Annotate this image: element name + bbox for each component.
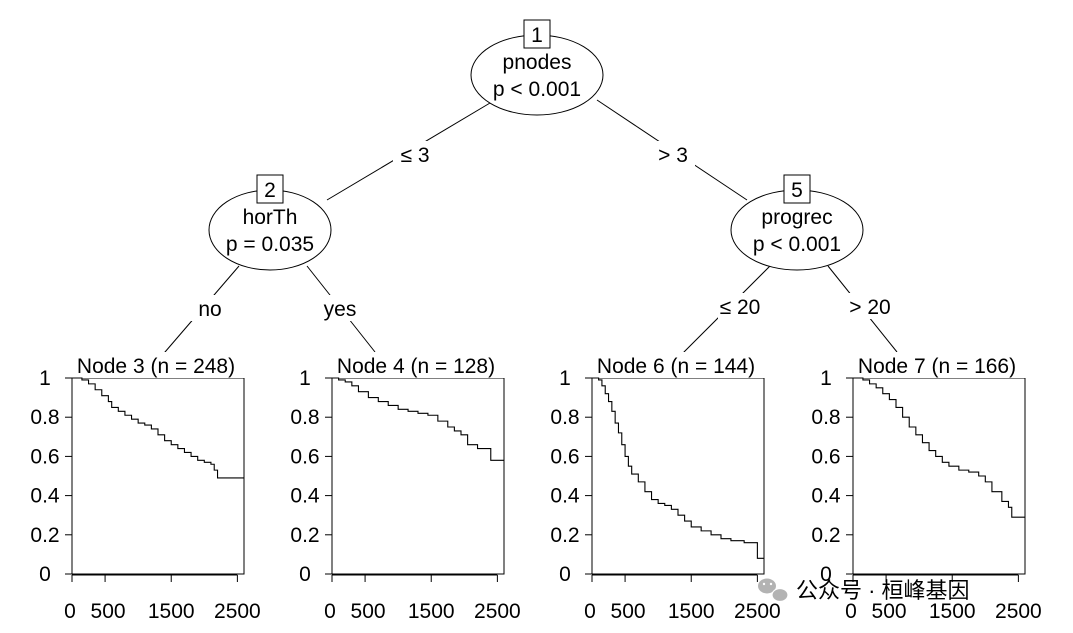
node-variable-label: horTh xyxy=(243,206,298,229)
x-tick-label: 1500 xyxy=(408,600,455,623)
y-tick-label: 0.4 xyxy=(811,485,841,508)
plot-frame xyxy=(71,377,245,575)
plot-frame xyxy=(591,377,765,575)
y-tick-label: 0.6 xyxy=(30,445,59,468)
terminal-node-4: Node 4 (n = 128) 0 0.2 0.4 0.6 0.8 1 0 500 1500 25… xyxy=(290,352,521,623)
x-tick-label: 500 xyxy=(351,600,386,623)
y-tick-label: 1 xyxy=(39,367,51,390)
edge-label-1-2: ≤ 3 xyxy=(400,144,429,167)
terminal-node-title: Node 4 (n = 128) xyxy=(337,355,495,378)
node-id-label: 5 xyxy=(791,179,803,202)
terminal-node-title: Node 7 (n = 166) xyxy=(858,355,1016,378)
y-tick-label: 0.8 xyxy=(30,406,59,429)
y-tick-label: 0.4 xyxy=(290,485,320,508)
survival-curve xyxy=(72,377,244,479)
edge-label-background xyxy=(848,293,892,319)
x-tick-label: 0 xyxy=(324,600,336,623)
node-id-box xyxy=(256,174,284,204)
x-tick-label: 0 xyxy=(584,600,596,623)
node-variable-label: pnodes xyxy=(503,51,572,74)
x-tick-label: 500 xyxy=(611,600,646,623)
y-tick-label: 0 xyxy=(820,563,832,586)
node-id-box xyxy=(523,19,551,49)
y-tick-label: 1 xyxy=(299,367,311,390)
x-tick-label: 1500 xyxy=(148,600,195,623)
survival-curve xyxy=(332,377,504,461)
y-tick-label: 0.2 xyxy=(290,524,319,547)
title-background xyxy=(847,352,1029,378)
edge-label-background xyxy=(718,293,762,319)
node-pvalue-label: p = 0.035 xyxy=(226,233,314,256)
y-tick-label: 0.4 xyxy=(550,485,580,508)
x-tick-label: 0 xyxy=(64,600,76,623)
edge-label-background xyxy=(188,295,232,321)
node-pvalue-label: p < 0.001 xyxy=(753,233,841,256)
terminal-node-6: Node 6 (n = 144) 0 0.2 0.4 0.6 0.8 1 0 500 1500 25… xyxy=(550,352,781,623)
survival-curve xyxy=(853,377,1025,518)
edge-label-2-4: yes xyxy=(324,298,357,321)
edge-label-5-7: > 20 xyxy=(849,296,890,319)
y-tick-label: 0.8 xyxy=(290,406,319,429)
inner-node-1: 1 pnodes p < 0.001 xyxy=(470,19,604,116)
y-tick-label: 0.6 xyxy=(811,445,840,468)
y-tick-label: 1 xyxy=(559,367,571,390)
node-pvalue-label: p < 0.001 xyxy=(493,78,581,101)
x-tick-label: 500 xyxy=(872,600,907,623)
y-tick-label: 0 xyxy=(299,563,311,586)
x-tick-label: 2500 xyxy=(995,600,1042,623)
y-tick-label: 0.2 xyxy=(30,524,59,547)
watermark: 公众号 · 桓峰基因 xyxy=(758,578,970,603)
node-id-label: 2 xyxy=(264,179,276,202)
node-variable-label: progrec xyxy=(761,206,832,229)
terminal-node-title: Node 3 (n = 248) xyxy=(77,355,235,378)
inner-node-5: 5 progrec p < 0.001 xyxy=(730,174,864,271)
terminal-node-3: Node 3 (n = 248) 0 0.2 0.4 0.6 0.8 1 0 500 1500 25… xyxy=(30,352,261,623)
edge-label-background xyxy=(318,295,362,321)
y-tick-label: 1 xyxy=(820,367,832,390)
edge-label-5-6: ≤ 20 xyxy=(720,296,761,319)
plot-frame xyxy=(331,377,505,575)
x-tick-label: 2500 xyxy=(474,600,521,623)
title-background xyxy=(66,352,248,378)
y-tick-label: 0.6 xyxy=(550,445,579,468)
y-tick-label: 0.8 xyxy=(811,406,840,429)
node-id-label: 1 xyxy=(531,24,543,47)
edge-label-1-5: > 3 xyxy=(658,144,688,167)
x-tick-label: 500 xyxy=(91,600,126,623)
y-tick-label: 0.8 xyxy=(550,406,579,429)
watermark-text: 公众号 · 桓峰基因 xyxy=(796,578,970,603)
y-tick-label: 0.2 xyxy=(550,524,579,547)
edge-label-2-3: no xyxy=(198,298,221,321)
survival-curve xyxy=(592,377,764,559)
title-background xyxy=(326,352,508,378)
terminal-node-title: Node 6 (n = 144) xyxy=(597,355,755,378)
y-tick-label: 0 xyxy=(559,563,571,586)
y-tick-label: 0.2 xyxy=(811,524,840,547)
x-tick-label: 2500 xyxy=(214,600,261,623)
y-tick-label: 0 xyxy=(39,563,51,586)
y-tick-label: 0.4 xyxy=(30,485,60,508)
edge-label-background xyxy=(651,141,695,167)
x-tick-label: 1500 xyxy=(668,600,715,623)
title-background xyxy=(586,352,768,378)
x-tick-label: 0 xyxy=(845,600,857,623)
plot-frame xyxy=(852,377,1026,575)
x-tick-label: 1500 xyxy=(929,600,976,623)
node-id-box xyxy=(783,174,811,204)
inner-node-2: 2 horTh p = 0.035 xyxy=(208,174,332,271)
terminal-node-7: Node 7 (n = 166) 0 0.2 0.4 0.6 0.8 1 0 500 1500 25… xyxy=(811,352,1042,623)
edge-label-background xyxy=(393,141,437,167)
x-tick-label: 2500 xyxy=(734,600,781,623)
wechat-icon xyxy=(758,578,789,603)
y-tick-label: 0.6 xyxy=(290,445,319,468)
